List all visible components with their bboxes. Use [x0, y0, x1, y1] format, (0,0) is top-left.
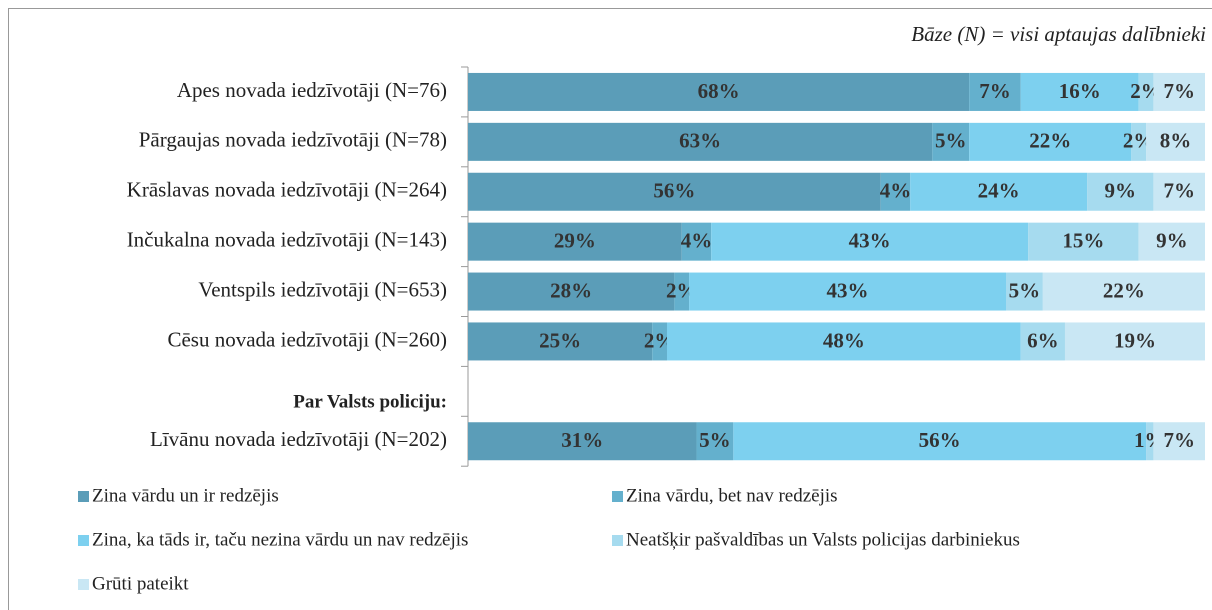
value-label: 8% — [1160, 129, 1192, 153]
value-label: 29% — [554, 228, 596, 252]
bar-segment — [666, 322, 1021, 361]
bar-segment — [1006, 272, 1043, 311]
legend-swatch — [612, 535, 623, 546]
bar-segment — [733, 422, 1147, 461]
value-label: 7% — [1163, 179, 1195, 203]
bar-segment — [880, 172, 911, 211]
bar-segment — [468, 122, 933, 161]
bar-segment — [689, 272, 1007, 311]
legend-swatch — [612, 491, 623, 502]
bar-segment — [969, 122, 1132, 161]
bar-segment — [1020, 322, 1065, 361]
category-label: Pārgaujas novada iedzīvotāji (N=78) — [139, 128, 447, 152]
value-label: 28% — [550, 278, 592, 302]
value-label: 6% — [1027, 328, 1059, 352]
value-label: 5% — [1009, 278, 1041, 302]
category-label: Līvānu novada iedzīvotāji (N=202) — [150, 427, 447, 451]
value-label: 63% — [679, 129, 721, 153]
value-label: 22% — [1029, 129, 1071, 153]
bar-segment — [681, 222, 712, 261]
category-label: Krāslavas novada iedzīvotāji (N=264) — [127, 178, 447, 202]
value-label: 9% — [1156, 228, 1188, 252]
category-label: Cēsu novada iedzīvotāji (N=260) — [167, 327, 447, 351]
category-label: Apes novada iedzīvotāji (N=76) — [177, 78, 447, 102]
value-label: 16% — [1059, 79, 1101, 103]
bar-segment — [1153, 422, 1205, 461]
value-label: 68% — [698, 79, 740, 103]
bar-segment — [711, 222, 1029, 261]
bar-segment — [1138, 222, 1205, 261]
value-label: 31% — [561, 428, 603, 452]
bar-segment — [468, 72, 970, 111]
legend-label: Zina vārdu un ir redzējis — [92, 485, 279, 506]
bar-segment — [1087, 172, 1154, 211]
legend-label: Neatšķir pašvaldības un Valsts policijas… — [626, 529, 1020, 550]
bar-segment — [1028, 222, 1139, 261]
bar-segment — [1138, 72, 1154, 111]
bar-segment — [969, 72, 1021, 111]
legend-swatch — [78, 579, 89, 590]
value-label: 7% — [1163, 428, 1195, 452]
legend-label: Grūti pateikt — [92, 573, 189, 594]
value-label: 22% — [1103, 278, 1145, 302]
category-label: Ventspils iedzīvotāji (N=653) — [198, 277, 447, 301]
subtitle: Bāze (N) = visi aptaujas dalībnieki — [911, 22, 1206, 46]
bar-segment — [910, 172, 1088, 211]
bar-segment — [652, 322, 667, 361]
value-label: 4% — [880, 179, 912, 203]
value-label: 19% — [1114, 328, 1156, 352]
legend-swatch — [78, 491, 89, 502]
bar-segment — [674, 272, 690, 311]
bar-segment — [1153, 172, 1205, 211]
bar-segment — [468, 422, 697, 461]
bar-segment — [932, 122, 970, 161]
legend-label: Zina, ka tāds ir, taču nezina vārdu un n… — [92, 529, 468, 550]
value-label: 25% — [539, 328, 581, 352]
value-label: 43% — [827, 278, 869, 302]
value-label: 56% — [919, 428, 961, 452]
legend-label: Zina vārdu, bet nav redzējis — [626, 485, 838, 506]
bar-segment — [696, 422, 734, 461]
value-label: 24% — [978, 179, 1020, 203]
section-label: Par Valsts policiju: — [293, 392, 447, 413]
bar-segment — [1042, 272, 1205, 311]
value-label: 5% — [699, 428, 731, 452]
bar-segment — [1146, 422, 1154, 461]
value-label: 15% — [1062, 228, 1104, 252]
bar-segment — [1020, 72, 1139, 111]
value-label: 9% — [1104, 179, 1136, 203]
bar-segment — [468, 222, 682, 261]
value-label: 7% — [1163, 79, 1195, 103]
bar-segment — [468, 172, 881, 211]
category-label: Inčukalna novada iedzīvotāji (N=143) — [127, 227, 447, 251]
bar-segment — [468, 322, 653, 361]
value-label: 56% — [653, 179, 695, 203]
value-label: 5% — [935, 129, 967, 153]
value-label: 43% — [849, 228, 891, 252]
frame — [8, 8, 1212, 610]
legend-swatch — [78, 535, 89, 546]
bar-segment — [1131, 122, 1147, 161]
bar-segment — [1153, 72, 1205, 111]
value-label: 48% — [823, 328, 865, 352]
bar-segment — [1064, 322, 1205, 361]
bar-segment — [1146, 122, 1205, 161]
value-label: 7% — [979, 79, 1011, 103]
bar-segment — [468, 272, 675, 311]
value-label: 4% — [681, 228, 713, 252]
